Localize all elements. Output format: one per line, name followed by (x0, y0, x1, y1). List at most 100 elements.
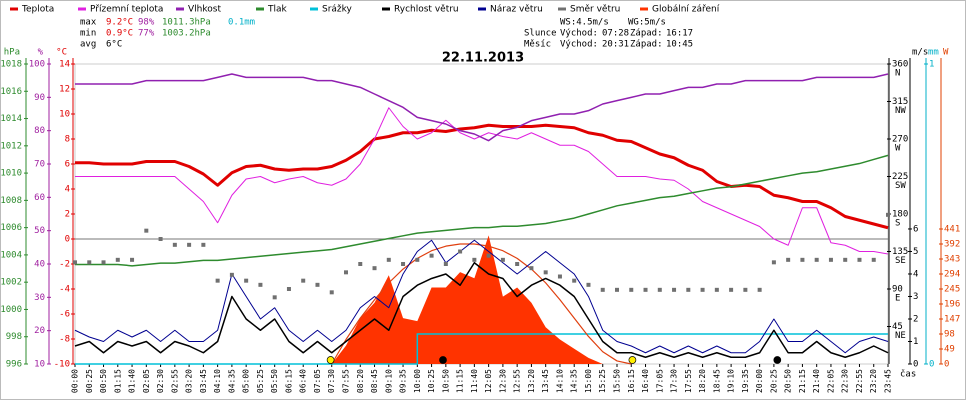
direction-point (130, 257, 135, 262)
tick-label: 80 (34, 126, 45, 136)
series-line (331, 243, 632, 365)
direction-point (529, 266, 534, 271)
legend-label: Rychlost větru (394, 5, 459, 15)
tick-label-compass: S (895, 219, 900, 229)
tick-label: 225 (892, 172, 908, 182)
direction-point (472, 257, 477, 262)
x-tick-label: 07:30 (327, 369, 336, 393)
direction-point (187, 242, 192, 247)
wind-gust: WG:5m/s (628, 18, 666, 28)
direction-point (586, 282, 591, 287)
moon-label: Měsíc (524, 40, 551, 50)
direction-point (386, 257, 391, 262)
axis-unit: % (38, 48, 44, 58)
sun-set: 16:17 (666, 29, 693, 39)
direction-point (258, 282, 263, 287)
tick-label: 20 (34, 326, 45, 336)
tick-label: 315 (892, 97, 908, 107)
x-tick-label: 05:00 (242, 369, 251, 393)
x-tick-label: 05:50 (270, 369, 279, 393)
x-tick-label: 02:05 (142, 369, 151, 393)
tick-label: 30 (34, 293, 45, 303)
x-tick-label: 00:25 (85, 369, 94, 393)
x-tick-label: 15:00 (584, 369, 593, 393)
direction-point (557, 274, 562, 279)
axis-unit: W (943, 48, 949, 58)
tick-label: 294 (944, 270, 960, 280)
direction-point (172, 242, 177, 247)
direction-point (743, 287, 748, 292)
tick-label: -8 (59, 335, 70, 345)
x-tick-label: 00:00 (71, 369, 80, 393)
direction-point (372, 266, 377, 271)
direction-point (272, 295, 277, 300)
direction-point (686, 287, 691, 292)
direction-point (443, 262, 448, 266)
tick-label: 14 (59, 60, 70, 70)
tick-label: 0 (913, 360, 918, 370)
tick-label: 1016 (0, 87, 22, 97)
direction-point (329, 290, 334, 295)
x-tick-label: 10:00 (413, 369, 422, 393)
direction-point (115, 257, 120, 262)
tick-label: -6 (59, 310, 70, 320)
moon-set: 10:45 (666, 40, 693, 50)
x-tick-label: 22:05 (826, 369, 835, 393)
tick-label: 100 (29, 60, 45, 70)
x-tick-label: 18:20 (698, 369, 707, 393)
series-line (74, 239, 889, 354)
direction-point (843, 257, 848, 262)
tick-label-compass: N (895, 69, 900, 79)
radiation-area (75, 235, 888, 364)
chart-title: 22.11.2013 (442, 51, 524, 66)
tick-label: 45 (892, 322, 903, 332)
tick-label: 5 (913, 247, 918, 257)
x-tick-label: 11:15 (456, 369, 465, 393)
stat-value: 98% (138, 18, 155, 28)
tick-label: 270 (892, 135, 908, 145)
tick-label: 10 (59, 110, 70, 120)
tick-label: 1 (913, 337, 918, 347)
direction-point (515, 262, 520, 266)
direction-point (886, 212, 890, 217)
direction-point (543, 270, 548, 275)
tick-label-compass: NW (895, 106, 906, 116)
direction-point (600, 287, 605, 292)
tick-label: 360 (892, 60, 908, 70)
moon-set-marker (439, 356, 447, 364)
tick-label: 1000 (0, 305, 22, 315)
series-line (75, 73, 889, 142)
stat-value: 77% (138, 29, 155, 39)
stat-label: min (80, 29, 96, 39)
tick-label: 1006 (0, 223, 22, 233)
x-tick-label: 20:25 (769, 369, 778, 393)
axis-unit: hPa (4, 48, 20, 58)
sun-set-marker (628, 356, 637, 364)
x-tick-label: 07:05 (313, 369, 322, 393)
legend-label: Náraz větru (490, 5, 543, 15)
tick-label: 2 (65, 210, 70, 220)
x-tick-label: 22:30 (841, 369, 850, 393)
x-tick-label: 02:55 (170, 369, 179, 393)
tick-label: 0 (65, 235, 70, 245)
x-tick-label: 12:30 (498, 369, 507, 393)
tick-label: 392 (944, 240, 960, 250)
direction-point (87, 260, 92, 265)
direction-point (73, 260, 77, 265)
x-tick-label: 16:40 (641, 369, 650, 393)
tick-label: 245 (944, 285, 960, 295)
direction-point (301, 278, 306, 283)
direction-point (814, 257, 819, 262)
x-tick-label: 10:50 (441, 369, 450, 393)
x-tick-label: 14:35 (570, 369, 579, 393)
tick-label-compass: NE (895, 331, 906, 341)
x-tick-label: 02:30 (156, 369, 165, 393)
tick-label: 0 (944, 360, 949, 370)
legend-label: Směr větru (570, 5, 620, 15)
tick-label: 90 (892, 285, 903, 295)
tick-label: 196 (944, 300, 960, 310)
x-tick-label: 07:55 (342, 369, 351, 393)
direction-point (215, 278, 220, 283)
axis-unit: °C (56, 48, 67, 58)
